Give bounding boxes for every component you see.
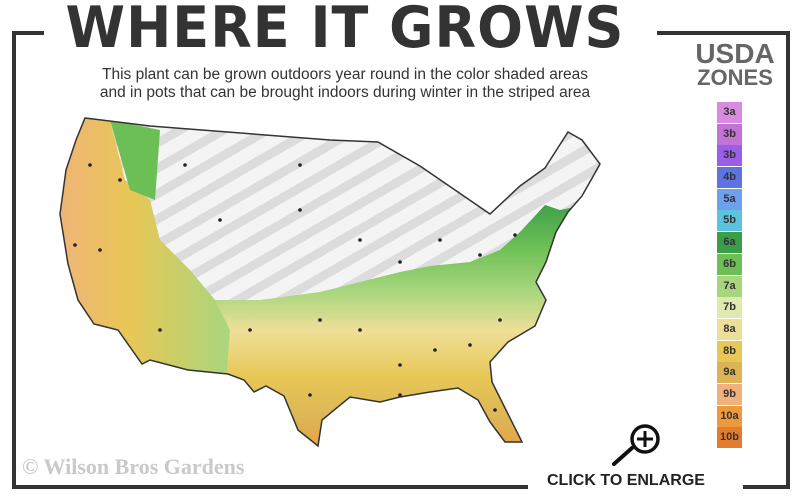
legend-zone-3a: 3a [717,102,742,123]
legend-zone-3b: 3b [717,123,742,145]
legend-zone-9a: 9a [717,362,742,384]
legend-zone-3b: 3b [717,145,742,167]
zoom-in-magnifier-icon[interactable] [610,422,666,468]
legend-zone-5a: 5a [717,188,742,210]
frame-line [786,31,790,489]
frame-line [12,31,44,35]
legend-zone-8a: 8a [717,318,742,340]
map-regions [60,118,600,446]
legend-zone-7a: 7a [717,275,742,297]
frame-line [12,485,528,489]
legend-zone-4b: 4b [717,167,742,189]
legend-zone-8b: 8b [717,340,742,362]
legend-title: USDA ZONES [684,38,786,90]
legend-title-line-2: ZONES [697,65,773,90]
zone-legend: 3a 3b 3b 4b 5a 5b 6a 6b 7a 7b 8a 8b 9a 9b 10a 10b [717,102,742,449]
legend-zone-10b: 10b [717,427,742,449]
city-dots [73,163,517,412]
click-to-enlarge-button[interactable]: CLICK TO ENLARGE [547,472,705,489]
legend-title-line-1: USDA [695,38,775,69]
frame-line [743,485,790,489]
legend-zone-7b: 7b [717,297,742,319]
legend-zone-5b: 5b [717,210,742,232]
legend-zone-10a: 10a [717,405,742,427]
watermark: © Wilson Bros Gardens [22,454,245,479]
subtitle-line-1: This plant can be grown outdoors year ro… [102,66,588,83]
shaded-area-northwest [110,120,160,200]
legend-zone-6a: 6a [717,232,742,254]
page-title: WHERE IT GROWS [65,0,625,61]
frame-line [657,31,790,35]
subtitle-line-2: and in pots that can be brought indoors … [99,84,591,101]
frame-line [12,31,16,489]
legend-zone-9b: 9b [717,383,742,405]
legend-zone-6b: 6b [717,253,742,275]
